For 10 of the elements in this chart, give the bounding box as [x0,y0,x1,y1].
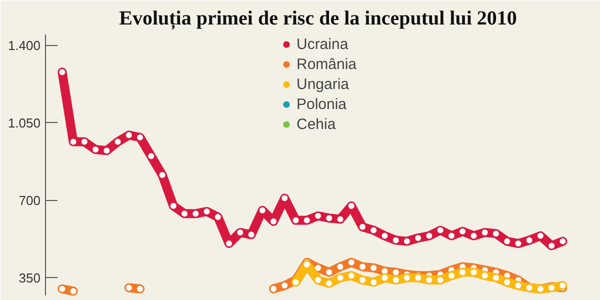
y-tick-label: 700 [18,192,41,208]
legend-label: Cehia [296,116,336,132]
legend-label: Ungaria [296,76,350,92]
y-tick-label: 1.050 [8,115,41,130]
y-tick-label: 1.400 [8,38,41,54]
chart-title: Evoluția primei de risc de la inceputul lui 2010 [119,8,517,30]
legend-label: Ucraina [296,36,348,52]
y-tick-label: 350 [18,270,41,286]
legend-label: Polonia [296,96,347,112]
legend-label: România [296,56,357,72]
